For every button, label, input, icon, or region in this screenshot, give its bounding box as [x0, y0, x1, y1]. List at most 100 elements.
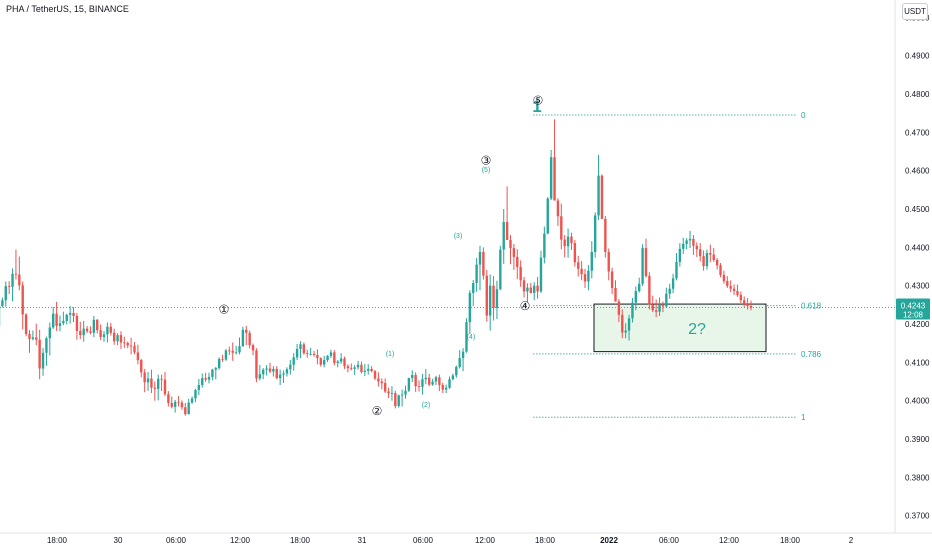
candle-body [93, 320, 95, 333]
candle-body [110, 327, 112, 333]
fib-level-label: 0.786 [801, 350, 822, 359]
candle-body [418, 386, 420, 387]
candle-body [387, 392, 389, 394]
candle-body [147, 378, 149, 382]
candle-body [506, 222, 508, 240]
candle-body [279, 375, 281, 378]
candle-body [228, 350, 230, 351]
y-tick-label: 0.3800 [905, 473, 930, 482]
candle-body [553, 157, 555, 200]
candle-body [492, 286, 494, 308]
candle-body [127, 343, 129, 346]
candle-body [648, 276, 650, 304]
candle-body [18, 275, 20, 286]
candle-body [719, 265, 721, 275]
candle-body [733, 289, 735, 291]
candle-body [238, 346, 240, 352]
candle-body [49, 327, 51, 338]
wave-number-label: ⑤ [533, 93, 544, 107]
candle-body [76, 316, 78, 331]
candle-body [218, 359, 220, 368]
candle-body [208, 377, 210, 380]
x-tick-label: 12:00 [230, 536, 251, 545]
candle-body [455, 367, 457, 375]
x-tick-label: 2 [849, 536, 854, 545]
candle-body [82, 329, 84, 336]
candle-body [655, 310, 657, 312]
currency-unit-badge[interactable]: USDT [902, 3, 928, 20]
candle-body [248, 333, 250, 345]
candle-body [242, 330, 244, 346]
candle-body [543, 234, 545, 258]
x-tick-label: 31 [358, 536, 367, 545]
candle-body [326, 356, 328, 360]
candle-body [52, 314, 54, 328]
candle-body [353, 367, 355, 369]
candle-body [215, 368, 217, 370]
candle-body [533, 286, 535, 293]
candle-body [496, 289, 498, 308]
candle-body [370, 369, 372, 371]
candle-body [116, 335, 118, 341]
candle-body [55, 314, 57, 326]
candle-body [286, 369, 288, 373]
candle-body [662, 305, 664, 307]
candle-body [38, 340, 40, 369]
candle-body [604, 219, 606, 252]
candle-body [333, 352, 335, 363]
sub-wave-label: (1) [386, 351, 395, 358]
candle-body [398, 395, 400, 406]
candle-body [509, 240, 511, 248]
candle-body [15, 274, 17, 275]
y-tick-label: 0.4400 [905, 243, 930, 252]
candle-body [560, 216, 562, 239]
candle-body [652, 304, 654, 310]
sub-wave-label: (5) [482, 167, 491, 174]
wave-number-label: ③ [481, 153, 492, 167]
symbol-title[interactable]: PHA / TetherUS, 15, BINANCE [6, 4, 129, 14]
x-tick-label: 18:00 [47, 536, 68, 545]
candle-body [360, 365, 362, 372]
candle-body [594, 216, 596, 252]
candle-body [184, 407, 186, 414]
fib-level-label: 0.618 [801, 302, 822, 311]
candle-body [411, 375, 413, 378]
candle-body [377, 378, 379, 381]
candle-body [482, 252, 484, 276]
candle-body [374, 371, 376, 378]
candle-body [289, 365, 291, 370]
candle-body [563, 240, 565, 247]
candle-body [689, 239, 691, 241]
candle-body [367, 369, 369, 371]
candle-body [513, 248, 515, 257]
candle-body [293, 357, 295, 364]
candle-body [137, 352, 139, 360]
fib-level-label: 0 [801, 111, 806, 120]
candle-body [740, 295, 742, 300]
candle-body [86, 329, 88, 332]
candle-body [736, 291, 738, 295]
candle-body [702, 256, 704, 266]
candle-body [692, 239, 694, 246]
candle-body [706, 253, 708, 266]
candle-body [421, 379, 423, 387]
candle-body [5, 286, 7, 300]
candle-body [35, 337, 37, 339]
candle-body [66, 315, 68, 321]
candle-body [458, 358, 460, 367]
candle-body [577, 262, 579, 269]
wave-number-label: ② [372, 404, 383, 418]
candle-body [557, 201, 559, 217]
candle-body [550, 157, 552, 198]
candle-body [574, 243, 576, 262]
x-tick-label: 12:00 [475, 536, 496, 545]
y-tick-label: 0.4700 [905, 128, 930, 137]
candle-body [106, 327, 108, 335]
candle-body [743, 300, 745, 304]
candle-body [282, 373, 284, 374]
candle-body [591, 252, 593, 271]
sub-wave-label: (2) [422, 402, 431, 409]
